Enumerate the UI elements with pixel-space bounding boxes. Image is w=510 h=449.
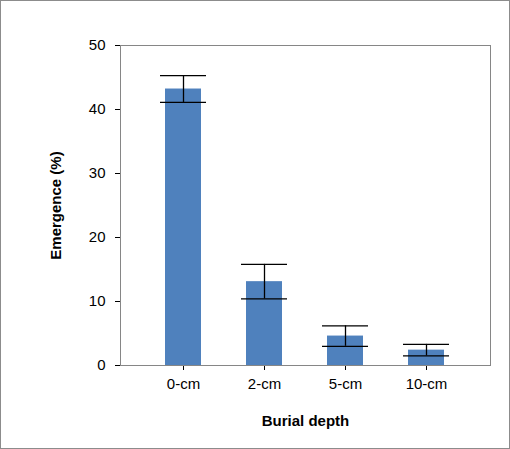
svg-text:0-cm: 0-cm [167,375,200,392]
svg-text:50: 50 [89,36,106,53]
svg-text:10-cm: 10-cm [406,375,448,392]
svg-text:2-cm: 2-cm [248,375,281,392]
svg-text:5-cm: 5-cm [329,375,362,392]
svg-text:Burial depth: Burial depth [262,412,350,429]
svg-text:30: 30 [89,164,106,181]
svg-text:Emergence (%): Emergence (%) [47,151,64,259]
svg-text:40: 40 [89,100,106,117]
svg-text:20: 20 [89,228,106,245]
svg-text:10: 10 [89,292,106,309]
svg-text:0: 0 [97,356,105,373]
